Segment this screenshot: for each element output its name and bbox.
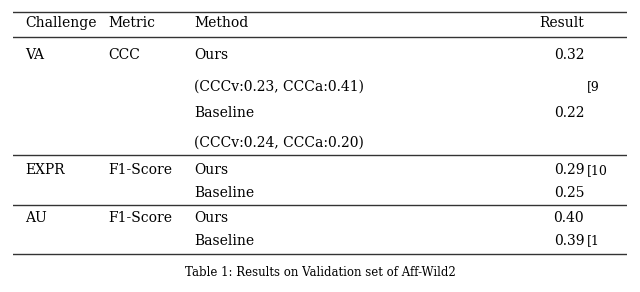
- Text: 0.22: 0.22: [554, 106, 584, 119]
- Text: (CCCv:0.24, CCCa:0.20): (CCCv:0.24, CCCa:0.20): [194, 136, 364, 150]
- Text: Ours: Ours: [194, 211, 228, 225]
- Text: EXPR: EXPR: [25, 163, 65, 177]
- Text: Method: Method: [194, 16, 248, 30]
- Text: 0.32: 0.32: [554, 48, 584, 62]
- Text: [10: [10: [588, 164, 608, 177]
- Text: [9: [9: [588, 80, 600, 93]
- Text: Challenge: Challenge: [25, 16, 97, 30]
- Text: 0.25: 0.25: [554, 186, 584, 200]
- Text: AU: AU: [25, 211, 47, 225]
- Text: [1: [1: [588, 234, 600, 247]
- Text: Metric: Metric: [108, 16, 155, 30]
- Text: VA: VA: [25, 48, 44, 62]
- Text: F1-Score: F1-Score: [108, 211, 172, 225]
- Text: Baseline: Baseline: [194, 106, 254, 119]
- Text: 0.39: 0.39: [554, 234, 584, 248]
- Text: (CCCv:0.23, CCCa:0.41): (CCCv:0.23, CCCa:0.41): [194, 79, 364, 93]
- Text: Result: Result: [540, 16, 584, 30]
- Text: Table 1: Results on Validation set of Aff-Wild2: Table 1: Results on Validation set of Af…: [184, 265, 456, 279]
- Text: F1-Score: F1-Score: [108, 163, 172, 177]
- Text: 0.29: 0.29: [554, 163, 584, 177]
- Text: CCC: CCC: [108, 48, 140, 62]
- Text: 0.40: 0.40: [554, 211, 584, 225]
- Text: Ours: Ours: [194, 163, 228, 177]
- Text: Baseline: Baseline: [194, 186, 254, 200]
- Text: Ours: Ours: [194, 48, 228, 62]
- Text: Baseline: Baseline: [194, 234, 254, 248]
